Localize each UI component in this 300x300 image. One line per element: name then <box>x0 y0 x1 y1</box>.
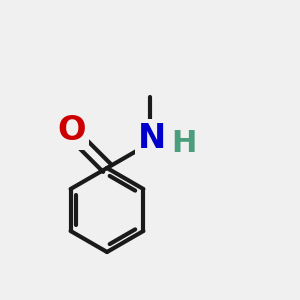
Text: O: O <box>57 114 86 147</box>
Text: N: N <box>138 122 167 155</box>
Text: H: H <box>172 128 197 158</box>
